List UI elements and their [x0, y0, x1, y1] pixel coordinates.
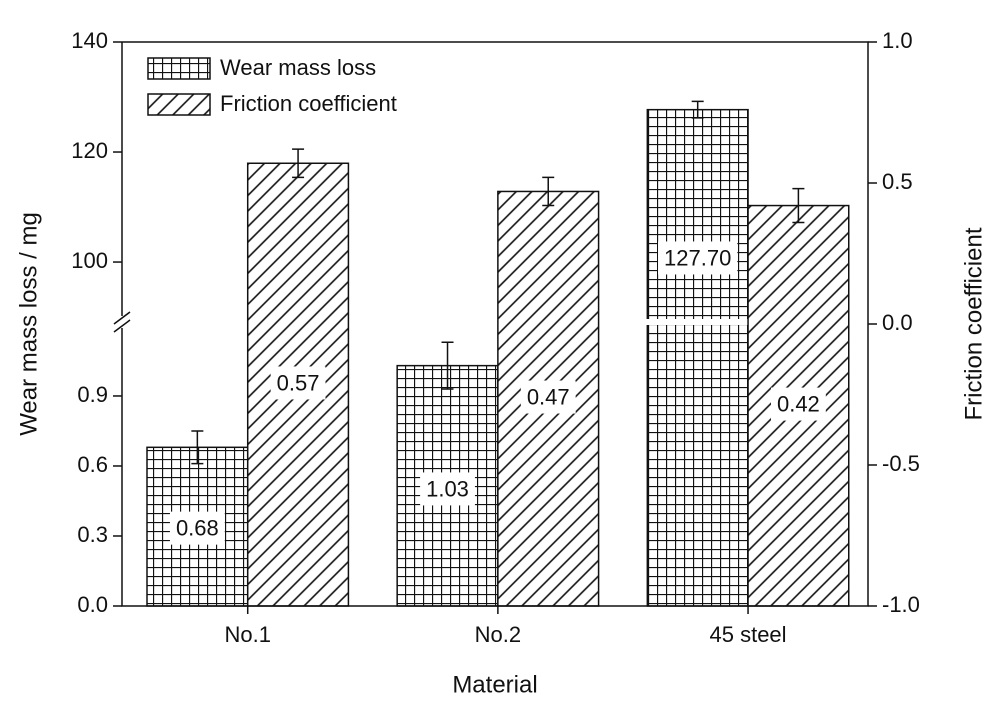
y2-axis-title: Friction coefficient — [960, 227, 987, 420]
x-tick-label: 45 steel — [710, 622, 787, 647]
y2-tick-label: 0.0 — [882, 310, 913, 335]
y-tick-label: 0.6 — [77, 452, 108, 477]
y-tick-label: 100 — [71, 248, 108, 273]
error-bar — [191, 430, 204, 465]
y-tick-label: 120 — [71, 138, 108, 163]
y-axis-title: Wear mass loss / mg — [15, 212, 42, 436]
value-label: 0.68 — [176, 516, 219, 541]
value-label-box — [169, 511, 225, 545]
y-tick-label: 0.9 — [77, 382, 108, 407]
y2-tick-label: -1.0 — [882, 592, 920, 617]
axis-frame — [121, 41, 869, 607]
value-label-box — [270, 366, 326, 400]
value-label: 0.47 — [527, 385, 570, 410]
legend-label: Friction coefficient — [220, 91, 397, 116]
value-label: 127.70 — [664, 245, 731, 270]
value-label: 1.03 — [426, 476, 469, 501]
y-tick-label: 0.3 — [77, 522, 108, 547]
error-bar — [441, 341, 454, 390]
value-label-box — [420, 472, 475, 506]
legend-swatch — [147, 93, 211, 116]
legend-swatch — [147, 57, 211, 80]
axis-break — [113, 311, 131, 333]
y2-tick-label: 0.5 — [882, 169, 913, 194]
axis-break-gap — [646, 319, 750, 325]
error-bar — [292, 148, 305, 179]
y2-tick-label: 1.0 — [882, 28, 913, 53]
bar — [646, 108, 749, 607]
value-label-box — [658, 241, 738, 275]
error-bar — [691, 100, 704, 119]
x-axis-title: Material — [452, 671, 537, 698]
error-bar — [542, 176, 555, 207]
x-tick-label: No.1 — [224, 622, 270, 647]
x-tick-label: No.2 — [475, 622, 521, 647]
error-bar — [792, 187, 805, 224]
y2-tick-label: -0.5 — [882, 451, 920, 476]
legend-label: Wear mass loss — [220, 55, 376, 80]
y-tick-label: 0.0 — [77, 592, 108, 617]
value-label: 0.42 — [777, 392, 820, 417]
value-label: 0.57 — [277, 370, 320, 395]
y-tick-label: 140 — [71, 28, 108, 53]
value-label-box — [770, 387, 826, 421]
value-label-box — [520, 380, 576, 414]
